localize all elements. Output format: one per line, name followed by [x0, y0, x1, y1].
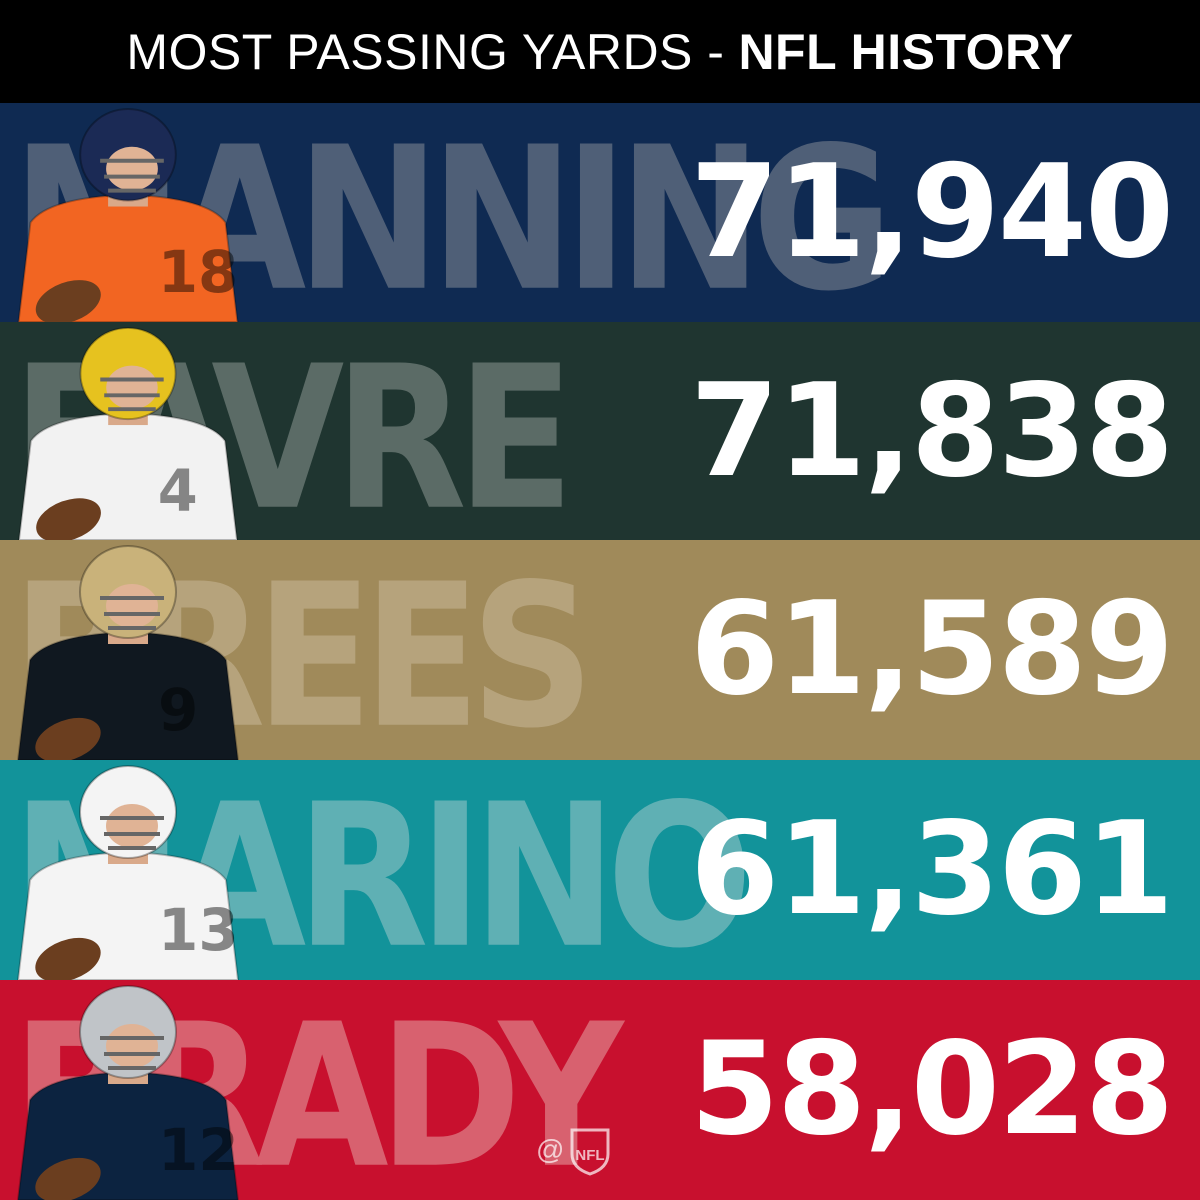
- passing-yards-value: 71,838: [690, 357, 1174, 506]
- svg-text:NFL: NFL: [576, 1147, 605, 1164]
- leaderboard-row: MARINO 13 61,361: [0, 760, 1200, 980]
- player-photo: 18: [8, 103, 248, 322]
- svg-text:18: 18: [158, 238, 238, 306]
- svg-text:4: 4: [158, 457, 198, 524]
- leaderboard-row: FAVRE 4 71,838: [0, 322, 1200, 540]
- passing-yards-value: 61,589: [690, 575, 1174, 724]
- player-photo: 13: [8, 760, 248, 980]
- svg-text:9: 9: [158, 676, 198, 744]
- leaderboard-row: BREES 9 61,589: [0, 540, 1200, 760]
- svg-text:12: 12: [158, 1116, 239, 1184]
- player-photo: 9: [8, 540, 248, 760]
- leaderboard-row: BRADY 12 58,028: [0, 980, 1200, 1200]
- leaderboard-row: MANNING 18 71,940: [0, 103, 1200, 322]
- player-photo: 4: [8, 322, 248, 540]
- title-bold: NFL HISTORY: [738, 23, 1074, 80]
- page-title: MOST PASSING YARDS - NFL HISTORY: [0, 0, 1200, 103]
- nfl-shield-icon: NFL: [570, 1128, 610, 1176]
- player-photo: 12: [8, 980, 248, 1200]
- passing-yards-value: 58,028: [690, 1015, 1174, 1164]
- passing-yards-value: 61,361: [690, 795, 1174, 944]
- watermark: @ NFL: [536, 1124, 612, 1176]
- title-light: MOST PASSING YARDS -: [126, 23, 725, 80]
- at-symbol: @: [536, 1134, 565, 1165]
- passing-yards-value: 71,940: [690, 138, 1174, 287]
- svg-text:13: 13: [158, 896, 239, 964]
